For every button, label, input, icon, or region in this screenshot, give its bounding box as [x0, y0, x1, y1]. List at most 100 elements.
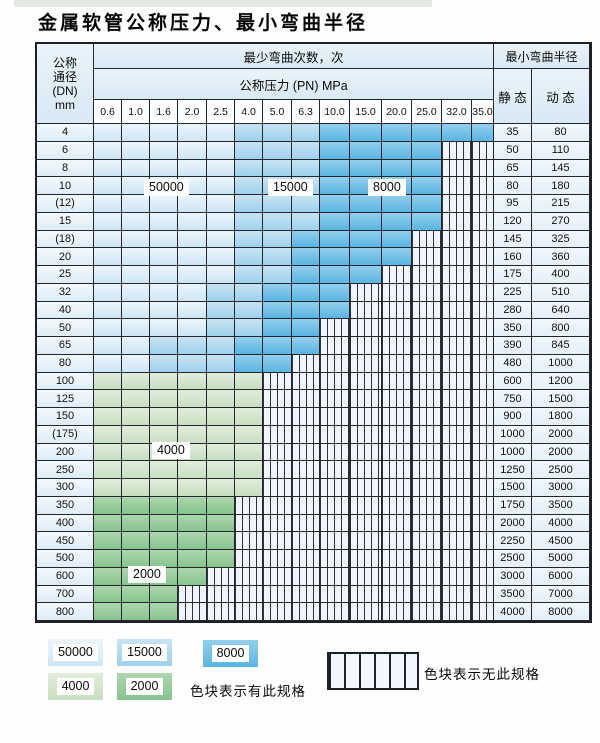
spec-cell: [442, 443, 472, 462]
dn-cell: 450: [37, 532, 94, 550]
spec-cell: [178, 461, 207, 479]
dn-cell: 700: [37, 585, 94, 604]
spec-cell: [150, 425, 178, 444]
spec-cell: [235, 266, 263, 284]
spec-cell: [150, 195, 178, 213]
spec-cell: [122, 283, 150, 302]
spec-cell: [350, 603, 382, 621]
pressure-tick-cell: 25.0: [412, 100, 442, 124]
static-value-cell: 2250: [494, 532, 532, 550]
spec-cell: [350, 301, 382, 320]
spec-cell: [292, 248, 320, 266]
spec-cell: [207, 319, 235, 337]
spec-cell: [412, 212, 442, 231]
spec-cell: [263, 230, 292, 249]
pressure-tick-cell: 2.5: [207, 100, 235, 124]
spec-table: 公称 通径 (DN) mm 最少弯曲次数，次 最小弯曲半径 公称压力 (PN) …: [35, 42, 592, 623]
spec-cell: [207, 337, 235, 355]
spec-cell: [412, 248, 442, 266]
spec-cell: [178, 283, 207, 302]
spec-cell: [94, 496, 122, 515]
spec-cell: [350, 567, 382, 586]
dn-header-line: 通径: [52, 69, 77, 84]
spec-cell: [122, 532, 150, 550]
spec-cell: [94, 567, 122, 586]
spec-cell: [122, 212, 150, 231]
spec-cell: [320, 390, 350, 408]
spec-cell: [320, 337, 350, 355]
spec-cell: [412, 496, 442, 515]
spec-cell: [350, 230, 382, 249]
spec-cell: [207, 514, 235, 533]
spec-cell: [472, 408, 494, 426]
spec-cell: [292, 230, 320, 249]
region-label: 4000: [152, 442, 190, 459]
spec-cell: [472, 319, 494, 337]
pressure-tick-cell: 32.0: [442, 100, 472, 124]
spec-cell: [122, 266, 150, 284]
spec-cell: [292, 514, 320, 533]
spec-cell: [94, 443, 122, 462]
spec-cell: [442, 283, 472, 302]
spec-cell: [472, 337, 494, 355]
spec-cell: [350, 585, 382, 604]
spec-cell: [412, 550, 442, 568]
legend-no-spec-text: 色块表示无此规格: [424, 667, 540, 682]
spec-cell: [382, 603, 412, 621]
dn-cell: 500: [37, 550, 94, 568]
spec-cell: [263, 124, 292, 142]
spec-cell: [292, 461, 320, 479]
spec-cell: [235, 283, 263, 302]
spec-cell: [122, 514, 150, 533]
spec-cell: [178, 425, 207, 444]
spec-cell: [412, 141, 442, 160]
spec-cell: [472, 567, 494, 586]
spec-cell: [263, 337, 292, 355]
spec-cell: [472, 266, 494, 284]
spec-cell: [122, 124, 150, 142]
region-label: 2000: [128, 566, 166, 583]
spec-cell: [235, 337, 263, 355]
spec-cell: [94, 550, 122, 568]
spec-cell: [382, 230, 412, 249]
spec-cell: [94, 461, 122, 479]
dynamic-value-cell: 80: [532, 124, 590, 142]
dn-cell: 100: [37, 372, 94, 391]
spec-cell: [94, 514, 122, 533]
spec-cell: [350, 266, 382, 284]
spec-cell: [382, 124, 412, 142]
dn-cell: 300: [37, 479, 94, 497]
spec-cell: [292, 319, 320, 337]
spec-cell: [412, 177, 442, 195]
spec-cell: [472, 390, 494, 408]
spec-cell: [207, 177, 235, 195]
spec-cell: [412, 461, 442, 479]
spec-cell: [94, 248, 122, 266]
spec-cell: [292, 408, 320, 426]
pressure-tick-cell: 35.0: [472, 100, 494, 124]
spec-cell: [350, 443, 382, 462]
spec-cell: [235, 461, 263, 479]
spec-cell: [235, 479, 263, 497]
spec-cell: [382, 479, 412, 497]
legend-has-spec-text: 色块表示有此规格: [190, 684, 306, 699]
spec-cell: [382, 443, 412, 462]
spec-cell: [320, 159, 350, 178]
region-label: 8000: [368, 179, 406, 196]
spec-cell: [150, 390, 178, 408]
static-value-cell: 280: [494, 301, 532, 320]
spec-cell: [150, 248, 178, 266]
dn-header-line: mm: [55, 97, 75, 112]
spec-cell: [320, 514, 350, 533]
spec-cell: [412, 532, 442, 550]
spec-cell: [235, 230, 263, 249]
spec-cell: [442, 248, 472, 266]
static-value-cell: 2500: [494, 550, 532, 568]
spec-cell: [472, 479, 494, 497]
spec-cell: [320, 266, 350, 284]
spec-cell: [412, 337, 442, 355]
spec-cell: [350, 141, 382, 160]
radius-header-cell: 最小弯曲半径: [494, 44, 590, 69]
spec-cell: [382, 337, 412, 355]
spec-cell: [320, 532, 350, 550]
